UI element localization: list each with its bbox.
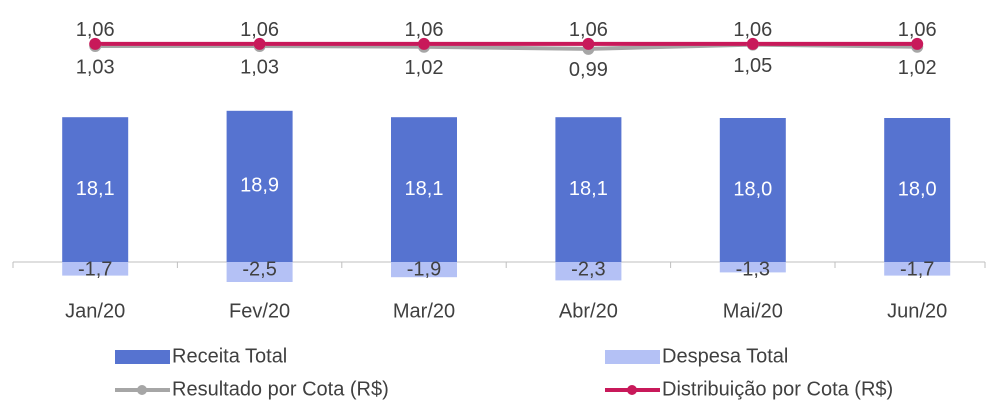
- bar: [391, 117, 457, 262]
- bar-value-label: 18,0: [733, 178, 772, 200]
- bar: [555, 262, 622, 281]
- line-marker: [253, 37, 266, 50]
- bar: [884, 118, 951, 262]
- line-marker: [746, 37, 759, 50]
- bar: [555, 117, 622, 262]
- line-value-label: 1,06: [898, 19, 937, 41]
- line-value-label: 1,06: [240, 19, 279, 41]
- legend-label: Despesa Total: [662, 345, 788, 367]
- bar-value-label: -1,9: [407, 258, 441, 280]
- line-value-label: 0,99: [569, 59, 608, 81]
- bar-value-label: -2,5: [242, 258, 276, 280]
- legend-swatch-marker: [627, 385, 637, 395]
- x-tick-label: Abr/20: [559, 300, 618, 322]
- bar-value-label: -2,3: [571, 258, 605, 280]
- bar: [719, 118, 786, 262]
- bar: [62, 117, 129, 262]
- legend-swatch: [605, 350, 660, 364]
- bar: [226, 110, 293, 262]
- bar: [391, 262, 457, 278]
- x-tick-label: Mai/20: [723, 300, 783, 322]
- line-value-label: 1,02: [898, 57, 937, 79]
- bar: [226, 262, 293, 282]
- line-value-label: 1,06: [733, 19, 772, 41]
- line-value-label: 1,06: [76, 19, 115, 41]
- legend-label: Receita Total: [172, 345, 287, 367]
- bar: [62, 262, 129, 276]
- line-value-label: 1,03: [240, 56, 279, 78]
- x-tick-label: Fev/20: [229, 300, 290, 322]
- legend-swatch-marker: [137, 385, 147, 395]
- bar-value-label: 18,9: [240, 175, 279, 197]
- bar: [719, 262, 786, 273]
- bar-value-label: -1,7: [900, 258, 934, 280]
- line-value-label: 1,06: [405, 19, 444, 41]
- bar-value-label: 18,1: [405, 178, 444, 200]
- line-value-label: 1,06: [569, 19, 608, 41]
- bar: [884, 262, 951, 276]
- x-tick-label: Jun/20: [887, 300, 947, 322]
- x-tick-label: Jan/20: [65, 300, 125, 322]
- bar-value-label: 18,1: [76, 178, 115, 200]
- bar-value-label: 18,1: [569, 178, 608, 200]
- legend-label: Distribuição por Cota (R$): [662, 378, 893, 400]
- bar-value-label: 18,0: [898, 178, 937, 200]
- bar-value-label: -1,3: [736, 258, 770, 280]
- line-value-label: 1,05: [733, 55, 772, 77]
- line-value-label: 1,02: [405, 57, 444, 79]
- line-marker: [418, 37, 430, 50]
- line-marker: [582, 37, 595, 50]
- line-marker: [89, 37, 102, 50]
- line-value-label: 1,03: [76, 56, 115, 78]
- x-tick-label: Mar/20: [393, 300, 455, 322]
- bar-value-label: -1,7: [78, 258, 112, 280]
- legend-swatch: [115, 350, 170, 364]
- legend-label: Resultado por Cota (R$): [172, 378, 389, 400]
- line-marker: [911, 37, 924, 50]
